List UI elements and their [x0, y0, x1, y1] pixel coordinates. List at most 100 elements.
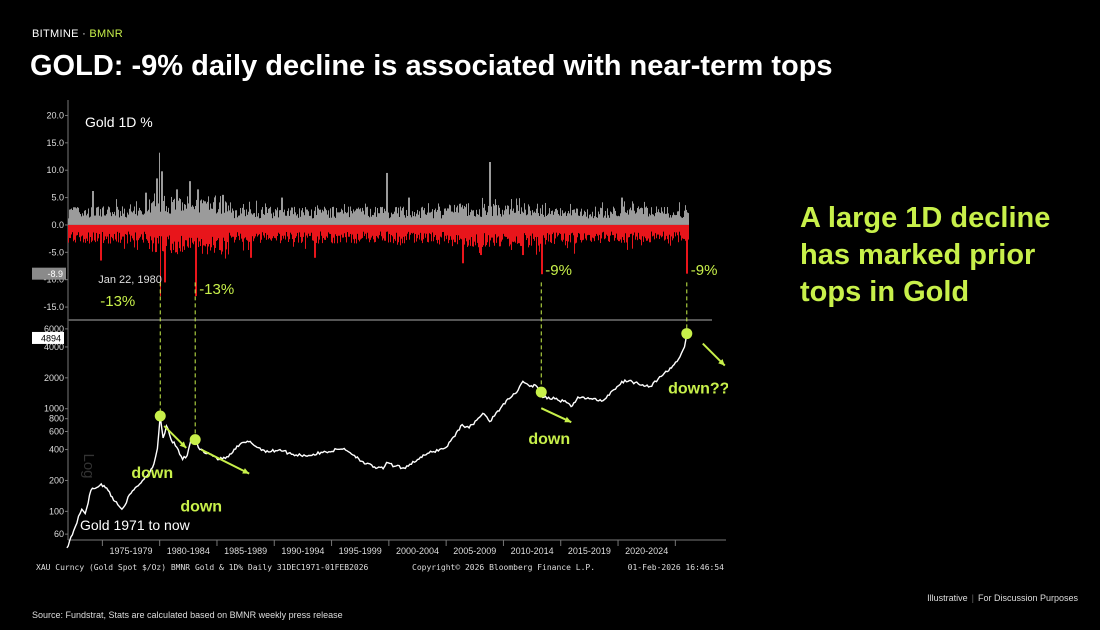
loss-bar [400, 224, 401, 246]
gain-bar [416, 213, 417, 225]
gain-bar [648, 216, 649, 225]
gain-bar [663, 213, 664, 225]
loss-bar [615, 224, 616, 238]
loss-bar [533, 224, 534, 239]
loss-bar [505, 224, 506, 237]
loss-bar [313, 224, 314, 241]
loss-bar [270, 224, 271, 240]
gain-bar [635, 213, 636, 225]
loss-bar [650, 224, 651, 243]
gain-bar [589, 214, 590, 225]
loss-bar [172, 224, 173, 244]
loss-bar [589, 224, 590, 235]
loss-bar [187, 224, 188, 247]
loss-bar [192, 224, 193, 243]
x-tick-label: 2020-2024 [625, 546, 668, 556]
loss-bar [324, 224, 325, 240]
gain-bar [443, 214, 444, 225]
loss-bar [538, 224, 539, 246]
loss-bar [604, 224, 605, 240]
gain-bar [313, 218, 314, 225]
loss-bar [132, 224, 133, 239]
gain-bar [275, 209, 276, 225]
loss-bar [614, 224, 615, 241]
loss-bar [97, 224, 98, 242]
callout-line: tops in Gold [800, 276, 970, 308]
gain-bar [484, 203, 485, 225]
loss-bar [663, 224, 664, 232]
loss-bar [628, 224, 629, 238]
event-date-label: Jan 22, 1980 [98, 274, 162, 286]
loss-bar [421, 224, 422, 241]
loss-bar [667, 224, 668, 240]
gain-bar [176, 189, 177, 225]
gain-bar [649, 213, 650, 225]
gain-bar [376, 216, 377, 225]
gain-bar [482, 197, 483, 225]
loss-bar [236, 224, 237, 238]
gain-bar [226, 202, 227, 225]
gain-bar [263, 213, 264, 225]
gain-bar [192, 205, 193, 225]
gain-bar [468, 203, 469, 225]
gain-bar [432, 209, 433, 225]
loss-bar [183, 224, 184, 247]
gain-bar [134, 206, 135, 225]
loss-bar [273, 224, 274, 237]
gain-bar [665, 213, 666, 225]
gain-bar [479, 209, 480, 225]
gain-bar [249, 201, 250, 225]
gain-bar [245, 216, 246, 225]
loss-bar [577, 224, 578, 238]
loss-bar [368, 224, 369, 239]
loss-bar [302, 224, 303, 242]
loss-bar [418, 224, 419, 235]
loss-bar [74, 224, 75, 240]
gain-bar [110, 212, 111, 225]
loss-bar [359, 224, 360, 242]
loss-bar [472, 224, 473, 247]
loss-bar [619, 224, 620, 242]
gain-bar [277, 207, 278, 225]
loss-bar [199, 224, 200, 242]
gain-bar [499, 207, 500, 225]
loss-bar [426, 224, 427, 234]
gain-bar [541, 213, 542, 225]
loss-bar [140, 224, 141, 237]
gain-bar [444, 208, 445, 225]
loss-bar [672, 224, 673, 241]
loss-bar [590, 224, 591, 241]
loss-bar [449, 224, 450, 241]
loss-bar [434, 224, 435, 237]
loss-bar [410, 224, 411, 235]
gain-bar [356, 208, 357, 225]
loss-bar [624, 224, 625, 243]
source-note: Source: Fundstrat, Stats are calculated … [32, 610, 343, 620]
loss-bar [431, 224, 432, 242]
gain-bar [606, 217, 607, 225]
loss-bar [119, 224, 120, 233]
y-tick-label: 5.0 [51, 193, 64, 203]
gain-bar [298, 217, 299, 225]
gain-bar [424, 208, 425, 225]
loss-bar [647, 224, 648, 241]
loss-bar [397, 224, 398, 245]
loss-bar [307, 224, 308, 238]
loss-bar [675, 224, 676, 237]
gain-bar [506, 209, 507, 225]
gain-bar [427, 212, 428, 225]
gain-bar [590, 214, 591, 225]
loss-bar [644, 224, 645, 237]
gain-bar [285, 215, 286, 225]
gain-bar [615, 210, 616, 225]
gain-bar [268, 208, 269, 225]
loss-bar [605, 224, 606, 239]
gain-bar [97, 207, 98, 225]
gain-bar [490, 162, 491, 225]
gain-bar [102, 207, 103, 225]
gain-bar [367, 206, 368, 225]
gain-bar [517, 205, 518, 225]
loss-bar [630, 224, 631, 234]
loss-bar [666, 224, 667, 236]
loss-bar [609, 224, 610, 242]
